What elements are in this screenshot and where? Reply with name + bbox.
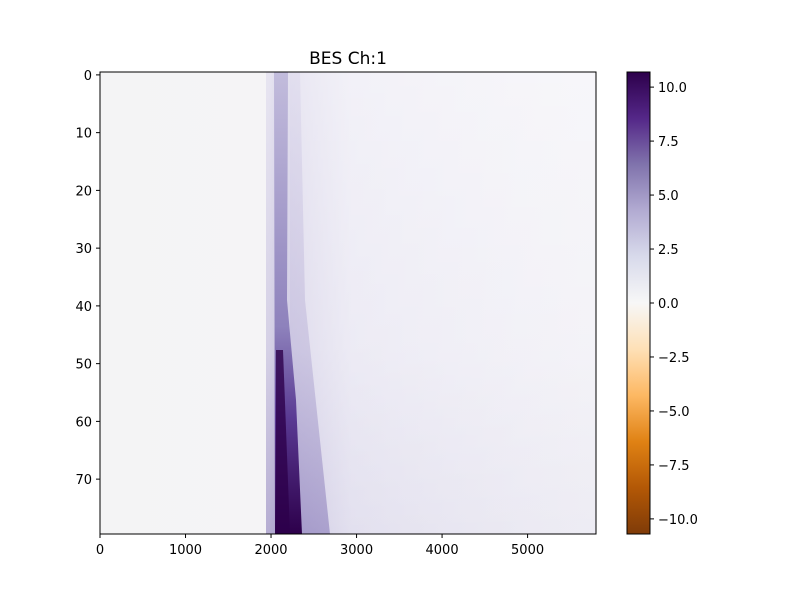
x-tick-label: 2000 bbox=[254, 543, 287, 558]
heatmap-tail-fade bbox=[290, 72, 596, 534]
colorbar-axis: 10.0 7.5 5.0 2.5 0.0 −2.5 −5.0 −7.5 −10.0 bbox=[650, 81, 698, 528]
colorbar: 10.0 7.5 5.0 2.5 0.0 −2.5 −5.0 −7.5 −10.0 bbox=[626, 71, 698, 535]
colorbar-tick-label: −10.0 bbox=[658, 513, 698, 528]
colorbar-tick-label: 2.5 bbox=[658, 243, 679, 258]
y-tick-label: 40 bbox=[75, 300, 92, 315]
colorbar-tick-label: −2.5 bbox=[658, 351, 690, 366]
y-tick-label: 10 bbox=[75, 127, 92, 142]
y-tick-label: 0 bbox=[84, 69, 92, 84]
plot-frame bbox=[99, 71, 597, 535]
y-tick-label: 50 bbox=[75, 358, 92, 373]
colorbar-tick-label: −5.0 bbox=[658, 405, 690, 420]
x-tick-label: 0 bbox=[96, 543, 104, 558]
x-tick-label: 1000 bbox=[169, 543, 202, 558]
y-tick-label: 60 bbox=[75, 415, 92, 430]
heatmap-peak-core bbox=[276, 350, 290, 534]
y-tick-label: 20 bbox=[75, 184, 92, 199]
x-tick-label: 3000 bbox=[340, 543, 373, 558]
colorbar-tick-label: −7.5 bbox=[658, 459, 690, 474]
heatmap-plot bbox=[99, 71, 597, 535]
colorbar-gradient bbox=[626, 71, 651, 535]
colorbar-tick-label: 10.0 bbox=[658, 81, 687, 96]
y-tick-label: 70 bbox=[75, 473, 92, 488]
chart-title: BES Ch:1 bbox=[309, 49, 387, 69]
x-tick-label: 5000 bbox=[511, 543, 544, 558]
colorbar-tick-label: 5.0 bbox=[658, 189, 679, 204]
x-axis: 0 1000 2000 3000 4000 5000 bbox=[96, 534, 544, 558]
colorbar-tick-label: 0.0 bbox=[658, 297, 679, 312]
colorbar-tick-label: 7.5 bbox=[658, 135, 679, 150]
x-tick-label: 4000 bbox=[426, 543, 459, 558]
y-tick-label: 30 bbox=[75, 242, 92, 257]
y-axis: 0 10 20 30 40 50 60 70 bbox=[75, 69, 100, 488]
